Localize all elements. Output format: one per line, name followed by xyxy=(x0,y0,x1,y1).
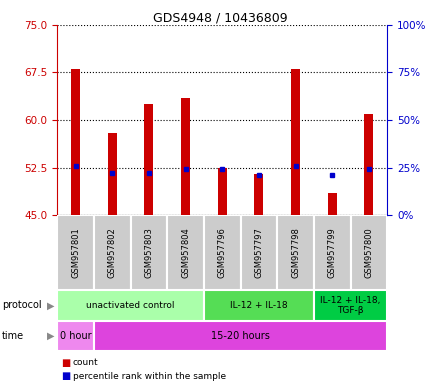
Text: IL-12 + IL-18: IL-12 + IL-18 xyxy=(230,301,288,310)
FancyBboxPatch shape xyxy=(314,215,351,290)
Bar xyxy=(364,114,374,215)
FancyBboxPatch shape xyxy=(204,215,241,290)
Text: protocol: protocol xyxy=(2,300,42,310)
Text: percentile rank within the sample: percentile rank within the sample xyxy=(73,372,226,381)
FancyBboxPatch shape xyxy=(204,290,314,321)
Bar xyxy=(108,132,117,215)
Text: GSM957798: GSM957798 xyxy=(291,227,300,278)
Text: GSM957802: GSM957802 xyxy=(108,227,117,278)
FancyBboxPatch shape xyxy=(314,290,387,321)
Bar xyxy=(291,70,300,215)
Bar xyxy=(254,174,264,215)
Text: GSM957797: GSM957797 xyxy=(254,227,264,278)
Text: 0 hour: 0 hour xyxy=(60,331,92,341)
Text: GSM957800: GSM957800 xyxy=(364,227,374,278)
Text: count: count xyxy=(73,358,98,367)
Bar xyxy=(71,70,80,215)
Bar xyxy=(181,98,190,215)
FancyBboxPatch shape xyxy=(131,215,167,290)
Text: IL-12 + IL-18,
TGF-β: IL-12 + IL-18, TGF-β xyxy=(320,296,381,315)
FancyBboxPatch shape xyxy=(351,215,387,290)
Text: 15-20 hours: 15-20 hours xyxy=(211,331,270,341)
Text: GSM957796: GSM957796 xyxy=(218,227,227,278)
Text: ▶: ▶ xyxy=(47,331,55,341)
FancyBboxPatch shape xyxy=(94,215,131,290)
Text: ■: ■ xyxy=(62,371,71,381)
Bar xyxy=(218,167,227,215)
Text: time: time xyxy=(2,331,24,341)
FancyBboxPatch shape xyxy=(57,215,94,290)
Text: unactivated control: unactivated control xyxy=(86,301,175,310)
FancyBboxPatch shape xyxy=(57,321,94,351)
Text: GSM957803: GSM957803 xyxy=(144,227,154,278)
Text: GSM957804: GSM957804 xyxy=(181,227,190,278)
Text: GDS4948 / 10436809: GDS4948 / 10436809 xyxy=(153,12,287,25)
Text: GSM957801: GSM957801 xyxy=(71,227,80,278)
Bar xyxy=(328,193,337,215)
FancyBboxPatch shape xyxy=(241,215,277,290)
Text: GSM957799: GSM957799 xyxy=(328,227,337,278)
Text: ■: ■ xyxy=(62,358,71,368)
Bar xyxy=(144,104,154,215)
FancyBboxPatch shape xyxy=(57,290,204,321)
FancyBboxPatch shape xyxy=(277,215,314,290)
FancyBboxPatch shape xyxy=(94,321,387,351)
FancyBboxPatch shape xyxy=(167,215,204,290)
Text: ▶: ▶ xyxy=(47,300,55,310)
